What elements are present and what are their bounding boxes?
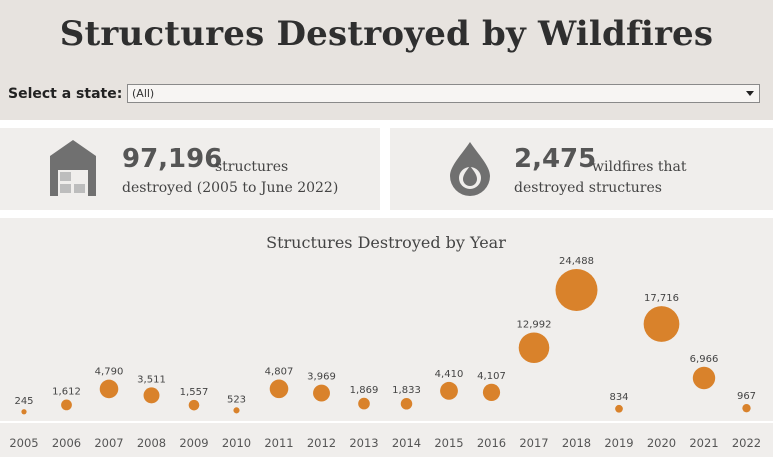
bubble-2014[interactable] xyxy=(400,398,413,410)
wildfires-text-1: wildfires that xyxy=(592,159,687,175)
kpi-structures-card: 97,196 structures destroyed (2005 to Jun… xyxy=(0,128,380,210)
bubble-2018[interactable] xyxy=(555,269,598,311)
year-label-2008: 2008 xyxy=(137,436,166,450)
year-label-2010: 2010 xyxy=(222,436,251,450)
value-label-2008: 3,511 xyxy=(137,374,166,385)
building-icon xyxy=(50,140,96,196)
bubble-2019[interactable] xyxy=(615,404,623,413)
page-title: Structures Destroyed by Wildfires xyxy=(59,14,714,54)
value-label-2014: 1,833 xyxy=(392,385,421,396)
year-label-2018: 2018 xyxy=(562,436,591,450)
value-label-2006: 1,612 xyxy=(52,387,81,398)
value-label-2010: 523 xyxy=(227,394,246,405)
bubble-2011[interactable] xyxy=(269,379,289,399)
value-label-2019: 834 xyxy=(609,392,628,403)
value-label-2021: 6,966 xyxy=(690,354,719,365)
bubble-2020[interactable] xyxy=(643,306,680,342)
state-select-value: (All) xyxy=(132,87,155,100)
state-filter-label: Select a state: xyxy=(8,86,123,102)
year-label-2015: 2015 xyxy=(434,436,463,450)
header: Structures Destroyed by Wildfires Select… xyxy=(0,0,773,120)
year-label-2005: 2005 xyxy=(9,436,38,450)
bubble-2007[interactable] xyxy=(99,379,119,399)
year-label-2017: 2017 xyxy=(519,436,548,450)
bubble-chart: Structures Destroyed by Year 245 2005 1,61… xyxy=(0,233,773,450)
bubble-2006[interactable] xyxy=(61,399,72,411)
chart-title: Structures Destroyed by Year xyxy=(266,233,506,252)
value-label-2011: 4,807 xyxy=(265,367,294,378)
value-label-2022: 967 xyxy=(737,391,756,402)
value-label-2012: 3,969 xyxy=(307,372,336,383)
value-label-2007: 4,790 xyxy=(95,367,124,378)
wildfires-count: 2,475 xyxy=(514,144,597,174)
structures-text-2: destroyed (2005 to June 2022) xyxy=(122,180,339,196)
bubble-2010[interactable] xyxy=(233,407,240,414)
bubble-2017[interactable] xyxy=(518,332,550,364)
bubble-2015[interactable] xyxy=(440,381,458,400)
state-select[interactable]: (All) xyxy=(127,84,760,103)
year-label-2009: 2009 xyxy=(179,436,208,450)
year-label-2020: 2020 xyxy=(647,436,676,450)
year-label-2007: 2007 xyxy=(94,436,123,450)
value-label-2015: 4,410 xyxy=(435,369,464,380)
bubble-2016[interactable] xyxy=(482,383,501,401)
structures-text-1: structures xyxy=(215,159,289,175)
value-label-2013: 1,869 xyxy=(350,385,379,396)
value-label-2018: 24,488 xyxy=(559,256,594,267)
year-label-2016: 2016 xyxy=(477,436,506,450)
chevron-down-icon[interactable] xyxy=(746,91,754,96)
bubble-2009[interactable] xyxy=(188,399,200,411)
bubble-2005[interactable] xyxy=(21,409,27,415)
bubble-2021[interactable] xyxy=(692,366,716,390)
year-label-2011: 2011 xyxy=(264,436,293,450)
value-label-2020: 17,716 xyxy=(644,293,679,304)
value-label-2009: 1,557 xyxy=(180,387,209,398)
year-label-2019: 2019 xyxy=(604,436,633,450)
value-label-2017: 12,992 xyxy=(517,319,552,330)
year-label-2013: 2013 xyxy=(349,436,378,450)
year-label-2012: 2012 xyxy=(307,436,336,450)
year-label-2021: 2021 xyxy=(689,436,718,450)
fire-drop-icon xyxy=(450,142,490,196)
structures-count: 97,196 xyxy=(122,144,223,174)
value-label-2016: 4,107 xyxy=(477,371,506,382)
kpi-wildfires-card: 2,475 wildfires that destroyed structure… xyxy=(390,128,773,210)
year-label-2014: 2014 xyxy=(392,436,421,450)
bubble-2022[interactable] xyxy=(742,403,751,413)
bubble-2013[interactable] xyxy=(358,397,370,410)
bubble-2012[interactable] xyxy=(313,384,330,402)
bubble-2008[interactable] xyxy=(143,387,160,404)
structures-by-year-chart: Structures Destroyed by Year 245 2005 1,61… xyxy=(0,218,773,457)
wildfires-text-2: destroyed structures xyxy=(514,180,662,196)
year-label-2022: 2022 xyxy=(732,436,761,450)
value-label-2005: 245 xyxy=(14,396,33,407)
year-label-2006: 2006 xyxy=(52,436,81,450)
